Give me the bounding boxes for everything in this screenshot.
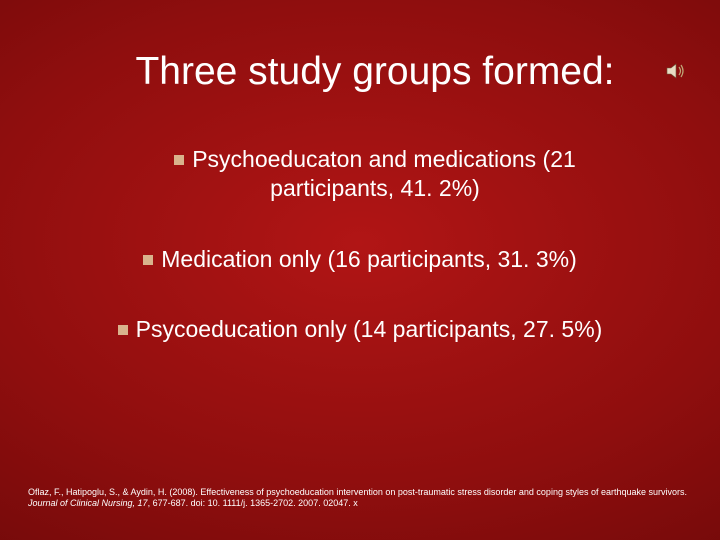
- list-item: Medication only (16 participants, 31. 3%…: [0, 245, 720, 274]
- citation-text: Oflaz, F., Hatipoglu, S., & Aydin, H. (2…: [28, 487, 692, 510]
- slide-title: Three study groups formed:: [70, 50, 680, 94]
- bullet-text-line2: participants, 41. 2%): [270, 175, 480, 201]
- bullet-text-line1: Psychoeducaton and medications (21: [192, 146, 576, 172]
- bullet-marker-icon: [118, 325, 128, 335]
- bullet-text-line1: Psycoeducation only (14 participants, 27…: [136, 316, 603, 342]
- bullet-marker-icon: [143, 255, 153, 265]
- citation-post: , 677-687. doi: 10. 1111/j. 1365-2702. 2…: [148, 498, 358, 508]
- list-item: Psychoeducaton and medications (21 parti…: [0, 145, 720, 203]
- citation-journal: Journal of Clinical Nursing, 17: [28, 498, 148, 508]
- bullet-text-line1: Medication only (16 participants, 31. 3%…: [161, 246, 577, 272]
- bullet-list: Psychoeducaton and medications (21 parti…: [0, 145, 720, 344]
- list-item: Psycoeducation only (14 participants, 27…: [0, 315, 720, 344]
- citation-pre: Oflaz, F., Hatipoglu, S., & Aydin, H. (2…: [28, 487, 687, 497]
- bullet-marker-icon: [174, 155, 184, 165]
- speaker-icon: [666, 62, 686, 80]
